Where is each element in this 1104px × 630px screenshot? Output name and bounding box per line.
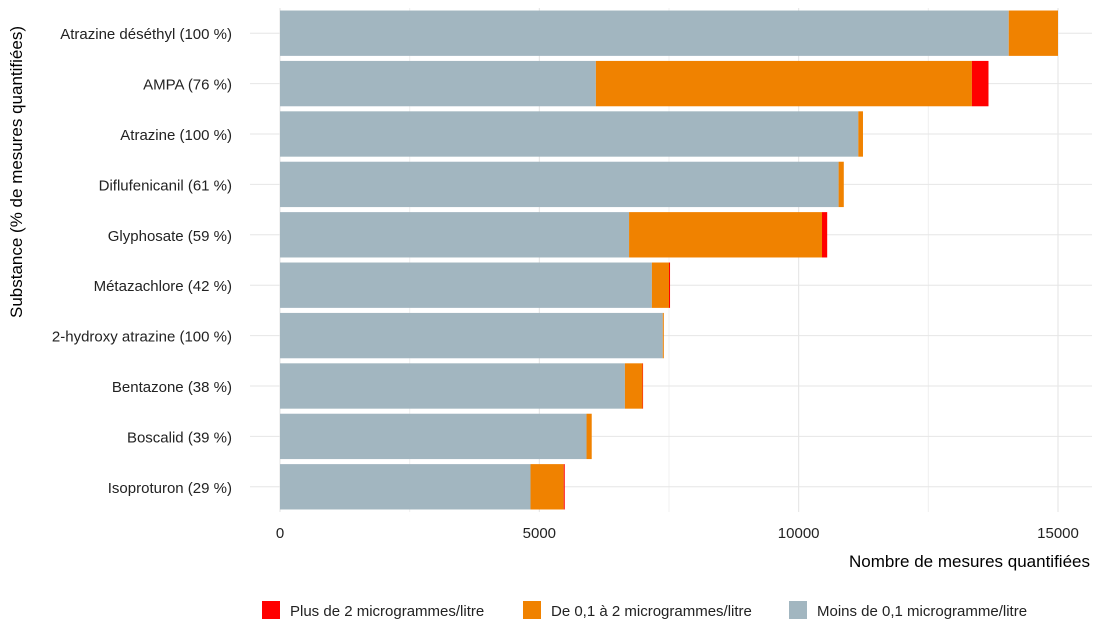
bar-segment [280, 363, 625, 409]
bar-segment [651, 262, 669, 308]
category-label: Boscalid (39 %) [127, 429, 232, 446]
x-axis-title: Nombre de mesures quantifiées [849, 552, 1090, 571]
y-tick-labels: Atrazine déséthyl (100 %) AMPA (76 %) Atra… [52, 26, 232, 497]
legend-label: Plus de 2 microgrammes/litre [290, 603, 484, 620]
bar-segment [838, 161, 844, 208]
x-tick-label: 15000 [1037, 525, 1079, 542]
category-label: 2-hydroxy atrazine (100 %) [52, 329, 232, 346]
bar-segment [280, 413, 587, 460]
x-tick-label: 10000 [778, 525, 820, 542]
legend-swatch [262, 601, 280, 619]
bar-segment [280, 111, 859, 157]
legend: Plus de 2 microgrammes/litre De 0,1 à 2 m… [262, 601, 1027, 620]
x-tick-label: 0 [276, 525, 284, 542]
bar-segment [595, 60, 972, 107]
bar-segment [971, 60, 989, 107]
bar-segment [822, 212, 828, 258]
bar-segment [280, 212, 630, 258]
bar-segment [858, 111, 863, 157]
legend-swatch [523, 601, 541, 619]
category-label: AMPA (76 %) [143, 77, 232, 94]
bar-segment [662, 312, 664, 359]
bar-segment [563, 464, 565, 510]
legend-label: De 0,1 à 2 microgrammes/litre [551, 603, 752, 620]
category-label: Diflufenicanil (61 %) [99, 177, 232, 194]
x-tick-labels: 0 5000 10000 15000 [276, 525, 1079, 542]
y-axis-title: Substance (% de mesures quantifiées) [7, 26, 26, 318]
bar-segment [280, 10, 1009, 56]
category-label: Atrazine (100 %) [120, 127, 232, 144]
bar-segment [530, 464, 564, 510]
bar-segment [624, 363, 643, 409]
bar-segment [1008, 10, 1058, 56]
bar-segment [586, 413, 592, 460]
x-tick-label: 5000 [523, 525, 556, 542]
bar-segment [669, 262, 671, 308]
bar-segment [642, 363, 644, 409]
bar-segment [280, 60, 596, 107]
category-label: Atrazine déséthyl (100 %) [60, 26, 232, 43]
category-label: Métazachlore (42 %) [94, 278, 232, 295]
category-label: Bentazone (38 %) [112, 379, 232, 396]
category-label: Isoproturon (29 %) [108, 480, 232, 497]
legend-label: Moins de 0,1 microgramme/litre [817, 603, 1027, 620]
bar-segment [280, 312, 663, 359]
legend-swatch [789, 601, 807, 619]
bar-segment [280, 161, 839, 208]
bar-segment [280, 464, 531, 510]
bars [280, 10, 1058, 510]
bar-segment [280, 262, 652, 308]
category-label: Glyphosate (59 %) [108, 228, 232, 245]
bar-segment [629, 212, 823, 258]
